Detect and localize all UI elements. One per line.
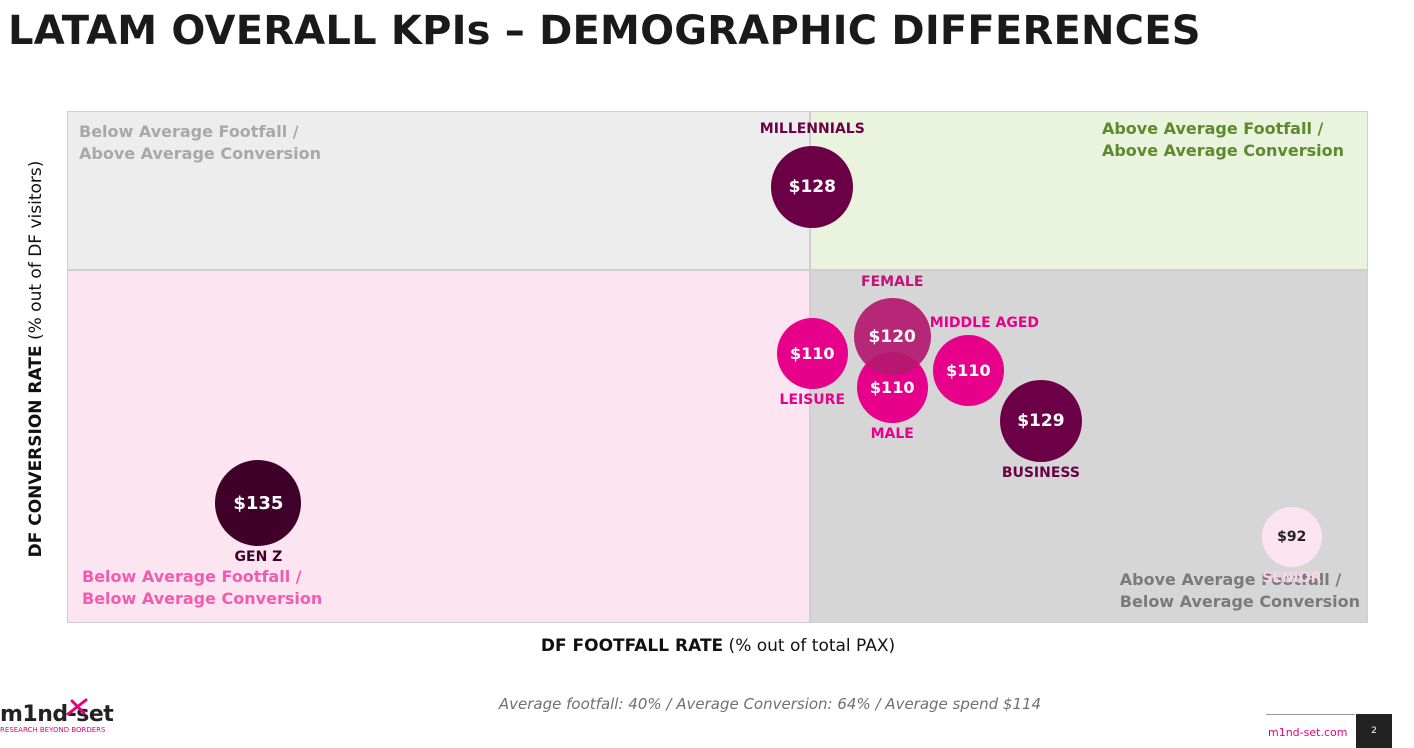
page-number: 2 — [1356, 714, 1392, 748]
bubble-label-senior: SENIOR — [1262, 570, 1322, 587]
logo-wordmark: m1nd-set — [0, 702, 114, 727]
footnote: Average footfall: 40% / Average Conversi… — [498, 695, 1042, 713]
logo-tagline: RESEARCH BEYOND BORDERS — [0, 726, 106, 734]
footer-site-link[interactable]: m1nd-set.com — [1268, 726, 1348, 739]
quadrant-chart: Below Average Footfall / Above Average Co… — [67, 111, 1368, 623]
mindset-logo: m1nd-set RESEARCH BEYOND BORDERS — [0, 698, 130, 744]
quadrant-bottom-left — [67, 270, 810, 623]
y-axis-label: DF CONVERSION RATE (% out of DF visitors… — [26, 160, 46, 558]
quadrant-label-top-right: Above Average Footfall / Above Average Co… — [1101, 119, 1344, 160]
bubble-label-female: FEMALE — [861, 274, 924, 291]
bubble-label-gen-z: GEN Z — [234, 549, 283, 566]
bubble-label-male: MALE — [870, 425, 914, 442]
bubble-leisure: $110 — [776, 318, 848, 389]
quadrant-label-top-left: Below Average Footfall / Above Average Co… — [79, 122, 322, 163]
bubble-female: $120 — [853, 298, 931, 376]
logo-plane-icon — [66, 698, 88, 716]
bubble-middle-aged: $110 — [932, 334, 1004, 406]
footer-divider — [1266, 714, 1355, 715]
quadrant-top-left — [67, 111, 810, 270]
bubble-millennials: $128 — [771, 145, 854, 228]
bubble-gen-z: $135 — [215, 460, 302, 547]
bubble-label-middle-aged: MIDDLE AGED — [929, 314, 1040, 331]
quadrant-label-bottom-left: Below Average Footfall / Below Average Co… — [82, 567, 323, 608]
bubble-label-millennials: MILLENNIALS — [759, 120, 865, 137]
bubble-senior: $92 — [1261, 507, 1322, 568]
bubble-label-business: BUSINESS — [1001, 465, 1080, 482]
bubble-business: $129 — [999, 379, 1083, 463]
quadrant-top-right — [810, 111, 1368, 270]
page-title: LATAM OVERALL KPIs – DEMOGRAPHIC DIFFERE… — [8, 8, 1201, 54]
bubble-label-leisure: LEISURE — [779, 391, 846, 408]
quadrant-label-bottom-right: Above Average Footfall / Below Average Co… — [1119, 570, 1360, 611]
x-axis-label: DF FOOTFALL RATE (% out of total PAX) — [540, 636, 896, 656]
